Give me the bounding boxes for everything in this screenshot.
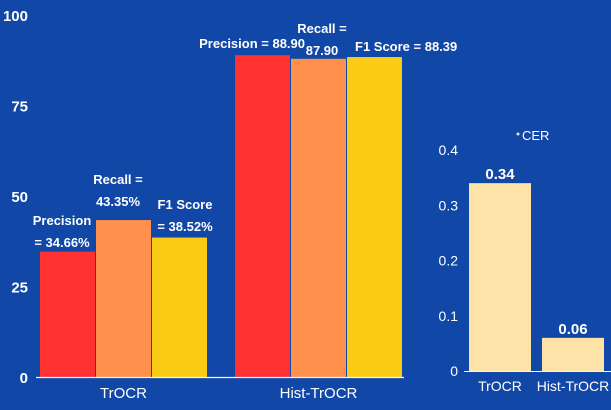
cer-y-tick-label: 0.4 (439, 142, 459, 158)
bar-precision-trocr (40, 251, 95, 377)
bar-f1-score-trocr (152, 237, 207, 377)
data-label: Recall = 43.35% (93, 172, 143, 209)
bar-cer-hist-trocr (542, 337, 604, 371)
cer-x-tick-label: TrOCR (478, 378, 522, 394)
legend-marker-cer (516, 132, 520, 136)
bar-recall-trocr (96, 220, 151, 377)
y-tick-label: 100 (3, 8, 28, 25)
legend-label-cer: CER (522, 128, 549, 143)
cer-data-label: 0.06 (558, 321, 587, 338)
bar-f1-score-hist-trocr (347, 57, 402, 377)
x-tick-label: TrOCR (100, 385, 147, 402)
cer-x-tick-label: Hist-TrOCR (537, 378, 610, 394)
y-tick-label: 25 (11, 280, 28, 297)
bar-precision-hist-trocr (235, 55, 290, 377)
data-label: F1 Score = 38.52% (157, 197, 213, 234)
data-label: F1 Score = 88.39 (355, 39, 457, 54)
cer-y-tick-label: 0.1 (439, 308, 459, 324)
y-tick-label: 50 (11, 189, 28, 206)
cer-y-tick-label: 0.2 (439, 253, 459, 269)
bar-cer-trocr (469, 183, 531, 371)
data-label: Precision = 34.66% (33, 213, 92, 250)
y-tick-label: 75 (11, 99, 28, 116)
bar-recall-hist-trocr (291, 58, 346, 377)
data-label: Recall = 87.90 (297, 21, 347, 58)
x-tick-label: Hist-TrOCR (280, 385, 358, 402)
cer-data-label: 0.34 (485, 166, 515, 183)
y-tick-label: 0 (20, 370, 28, 387)
cer-y-tick-label: 0 (450, 363, 458, 379)
cer-y-tick-label: 0.3 (439, 197, 459, 213)
data-label: Precision = 88.90 (199, 36, 305, 51)
